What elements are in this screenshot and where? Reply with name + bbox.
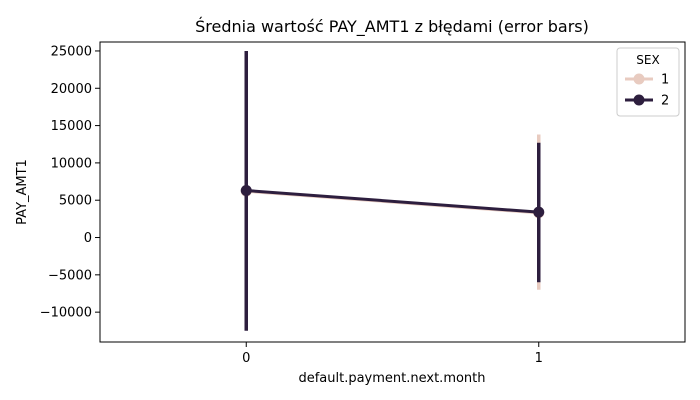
series-2 [240,50,545,331]
y-tick-label: −10000 [40,306,92,321]
y-axis: −10000 −5000 0 5000 10000 15000 20000 25000 [40,44,100,321]
y-tick-label: 15000 [51,119,92,134]
y-tick-label: −5000 [48,268,92,283]
y-tick-label: 5000 [59,194,92,209]
legend-swatch-marker [633,73,645,85]
chart-title: Średnia wartość PAY_AMT1 z błędami (erro… [195,17,589,37]
plot-frame [99,41,686,343]
legend-swatch-marker [633,94,645,106]
series-line [246,189,539,214]
y-tick-label: 20000 [51,82,92,97]
data-point [533,206,545,218]
legend-title: SEX [636,53,659,67]
x-tick-label: 0 [242,351,250,366]
series-layer [240,50,545,331]
y-tick-label: 10000 [51,156,92,171]
x-tick-label: 1 [535,351,543,366]
y-tick-label: 0 [84,231,92,246]
legend-label: 2 [661,94,669,109]
data-point [240,185,252,197]
legend-label: 1 [661,73,669,88]
y-tick-label: 25000 [51,44,92,59]
x-axis-label: default.payment.next.month [298,371,485,386]
y-axis-label: PAY_AMT1 [15,159,30,225]
series-1 [240,54,545,328]
